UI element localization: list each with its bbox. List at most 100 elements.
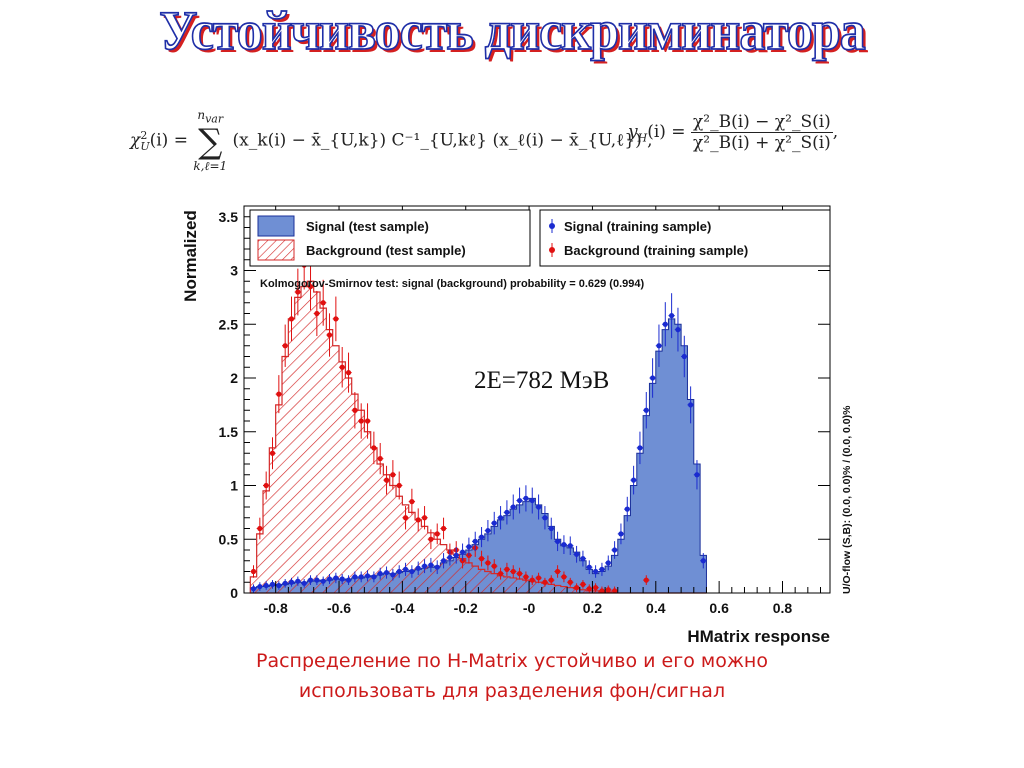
background-train-point	[333, 316, 339, 322]
yh-fraction: χ²_B(i) − χ²_S(i) χ²_B(i) + χ²_S(i)	[690, 112, 833, 153]
signal-train-point	[447, 554, 453, 561]
signal-train-point	[612, 547, 618, 553]
signal-train-point	[459, 549, 466, 555]
background-train-point	[396, 482, 402, 489]
sum-bottom: k,ℓ=1	[193, 159, 228, 174]
x-tick-label: -0.4	[390, 600, 414, 616]
histogram-chart: 0 0.5 1 1.5 2 2.5 3 3.5 -0.8 -0.6 -0.4 -0.2 -0 0.2 0.4…	[176, 196, 856, 650]
background-train-point	[561, 574, 567, 580]
signal-train-point	[307, 577, 314, 583]
signal-train-point	[650, 375, 656, 381]
y-axis-label: Normalized	[181, 210, 200, 302]
background-train-point	[371, 445, 377, 451]
background-train-point	[402, 515, 409, 521]
background-train-point	[358, 418, 364, 424]
sum-operator: nvar ∑ k,ℓ=1	[193, 108, 228, 174]
signal-train-point	[561, 542, 567, 548]
signal-train-point	[510, 504, 516, 510]
yh-tail: ,	[832, 122, 839, 142]
background-train-point	[377, 456, 383, 462]
background-train-point	[421, 515, 428, 521]
background-train-point	[434, 531, 440, 537]
background-train-point	[504, 566, 510, 572]
signal-train-point	[390, 572, 396, 578]
x-tick-label: -0.2	[454, 600, 478, 616]
signal-train-point	[320, 578, 326, 584]
background-train-point	[580, 581, 586, 587]
background-train-point	[345, 370, 352, 376]
chi-sup: 2	[140, 129, 148, 143]
x-tick-label: 0.8	[773, 600, 793, 616]
x-axis-label: HMatrix response	[687, 627, 830, 646]
background-train-point	[390, 472, 396, 478]
legend-dot	[549, 223, 555, 229]
signal-train-point	[345, 577, 352, 583]
signal-train-point	[288, 579, 295, 585]
yh-denominator: χ²_B(i) + χ²_S(i)	[692, 133, 831, 153]
signal-train-point	[669, 313, 675, 319]
background-train-point	[314, 310, 320, 317]
background-train-point	[542, 579, 548, 585]
background-train-point	[269, 450, 276, 456]
signal-train-point	[637, 445, 643, 451]
signal-train-point	[694, 472, 700, 478]
signal-train-point	[453, 552, 459, 558]
y-tick-label: 1	[230, 478, 238, 494]
legend-box-right	[539, 209, 831, 267]
background-train-point	[339, 364, 345, 370]
signal-train-point	[472, 538, 478, 544]
background-train-point	[320, 300, 326, 306]
background-train-point	[326, 332, 333, 338]
legend-label: Signal (test sample)	[306, 219, 429, 234]
energy-annotation: 2E=782 МэВ	[474, 367, 609, 394]
y-tick-label: 0	[230, 585, 238, 601]
yh-symbol: y	[628, 122, 638, 142]
background-train-point	[605, 587, 611, 593]
signal-train-point	[485, 528, 491, 534]
chi-sub: U	[140, 140, 150, 154]
signal-train-point	[371, 574, 377, 580]
signal-train-point	[466, 544, 472, 550]
signal-train-point	[295, 578, 301, 584]
background-train-point	[567, 579, 573, 585]
background-train-point	[478, 556, 485, 562]
chi-symbol: χ	[130, 130, 141, 151]
signal-train-point	[383, 569, 390, 576]
background-train-point	[510, 568, 516, 575]
signal-train-point	[409, 568, 415, 575]
signal-train-point	[523, 495, 529, 501]
signal-train-point	[364, 573, 371, 579]
background-train-point	[554, 568, 561, 575]
chi-square-formula: χ2U(i) = nvar ∑ k,ℓ=1 (x_k(i) − x̄_{U,k}…	[130, 108, 653, 174]
signal-train-point	[491, 520, 497, 526]
background-train-point	[643, 577, 649, 583]
signal-train-point	[688, 402, 694, 408]
background-train-point	[282, 343, 288, 349]
signal-train-point	[542, 515, 548, 521]
signal-train-point	[282, 580, 288, 586]
y-tick-label: 3.5	[219, 209, 239, 225]
background-train-point	[409, 499, 415, 505]
signal-train-point	[434, 564, 440, 570]
background-train-point	[250, 568, 257, 575]
signal-train-point	[339, 576, 345, 582]
background-train-point	[307, 284, 314, 290]
signal-train-point	[548, 525, 554, 532]
signal-train-point	[681, 353, 687, 360]
legend-label: Background (test sample)	[306, 243, 466, 258]
signal-train-point	[402, 566, 409, 572]
background-train-point	[573, 585, 580, 591]
background-train-point	[364, 418, 371, 424]
signal-train-point	[675, 327, 681, 333]
background-train-point	[586, 586, 592, 592]
signal-train-point	[257, 583, 263, 590]
background-train-point	[516, 571, 523, 577]
background-train-point	[428, 536, 434, 542]
signal-train-point	[593, 568, 599, 575]
ks-test-text: Kolmogorov-Smirnov test: signal (backgro…	[260, 278, 644, 290]
background-train-point	[276, 391, 282, 397]
background-train-point	[523, 574, 529, 580]
background-train-point	[295, 289, 301, 295]
signal-train-point	[631, 477, 637, 483]
background-train-point	[263, 482, 269, 489]
